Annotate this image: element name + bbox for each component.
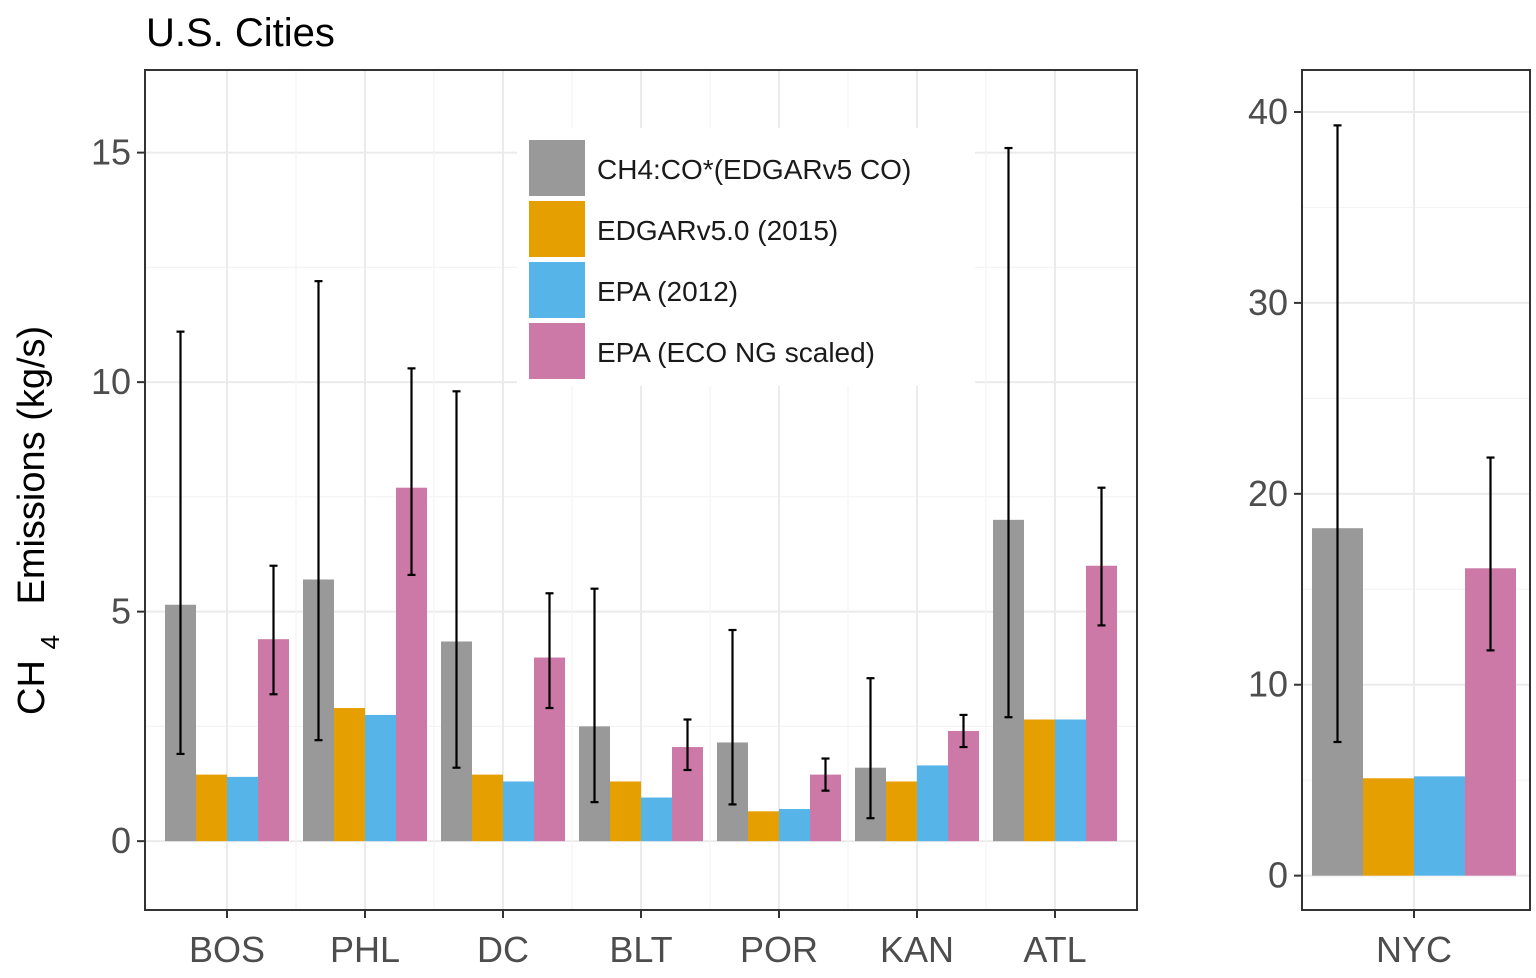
panel-nyc: 0 10 20 30 40 NYC xyxy=(1248,69,1531,970)
bar-phl-2 xyxy=(334,708,365,842)
legend-swatch xyxy=(529,201,585,257)
y-tick-label: 5 xyxy=(111,591,131,632)
bar-dc-2 xyxy=(472,774,503,842)
y-tick-label: 30 xyxy=(1248,282,1288,323)
error-bar-atl-4 xyxy=(1097,486,1106,627)
error-bar-dc-1 xyxy=(452,390,461,769)
bar-atl-2 xyxy=(1024,719,1055,842)
panel-border xyxy=(144,69,1138,911)
bar-atl-3 xyxy=(1055,719,1086,842)
bar-bos-2 xyxy=(196,774,227,842)
bar-blt-3 xyxy=(641,797,672,842)
x-tick-label-bos: BOS xyxy=(189,929,265,970)
error-bar-dc-4 xyxy=(545,592,554,710)
bar-nyc-3 xyxy=(1414,776,1465,876)
y-tick-label: 40 xyxy=(1248,91,1288,132)
x-tick-label-por: POR xyxy=(740,929,818,970)
y-tick-label: 0 xyxy=(111,820,131,861)
y-tick-label: 10 xyxy=(1248,664,1288,705)
error-bar-phl-4 xyxy=(407,367,416,577)
legend-background xyxy=(517,128,975,386)
error-bar-bos-4 xyxy=(269,564,278,696)
legend-label: EPA (2012) xyxy=(597,276,738,307)
y-axis-label-rest: Emissions (kg/s) xyxy=(11,326,53,605)
error-bar-nyc-1 xyxy=(1333,124,1342,744)
error-bar-por-1 xyxy=(728,628,737,806)
x-tick-label-phl: PHL xyxy=(330,929,400,970)
error-bar-kan-4 xyxy=(959,713,968,749)
legend-swatch xyxy=(529,140,585,196)
y-tick-label: 10 xyxy=(91,361,131,402)
bar-por-2 xyxy=(748,811,779,842)
legend-entry-4: EPA (ECO NG scaled) xyxy=(529,323,875,379)
bar-kan-2 xyxy=(886,781,917,842)
error-bar-bos-1 xyxy=(176,330,185,756)
legend-swatch xyxy=(529,323,585,379)
error-bar-blt-1 xyxy=(590,587,599,804)
bar-phl-3 xyxy=(365,714,396,842)
x-tick-label-blt: BLT xyxy=(609,929,672,970)
y-tick-label: 20 xyxy=(1248,473,1288,514)
y-tick-label: 15 xyxy=(91,132,131,173)
legend-label: EPA (ECO NG scaled) xyxy=(597,337,875,368)
error-bar-blt-4 xyxy=(683,718,692,772)
bar-dc-3 xyxy=(503,781,534,842)
error-bar-phl-1 xyxy=(314,280,323,742)
panel-border xyxy=(1301,69,1531,911)
legend-entry-3: EPA (2012) xyxy=(529,262,738,318)
error-bar-por-4 xyxy=(821,757,830,792)
chart-title: U.S. Cities xyxy=(146,11,335,55)
x-tick-label-nyc: NYC xyxy=(1376,929,1452,970)
error-bar-kan-1 xyxy=(866,677,875,820)
legend: CH4:CO*(EDGARv5 CO) EDGARv5.0 (2015) EPA (… xyxy=(517,128,975,386)
bar-kan-3 xyxy=(917,765,948,842)
x-tick-label-kan: KAN xyxy=(880,929,954,970)
y-axis-label: CH 4 Emissions (kg/s) xyxy=(11,326,65,715)
x-tick-label-dc: DC xyxy=(477,929,529,970)
legend-entry-1: CH4:CO*(EDGARv5 CO) xyxy=(529,140,911,196)
y-axis-label-main: CH xyxy=(11,660,53,715)
bar-por-3 xyxy=(779,809,810,842)
legend-label: EDGARv5.0 (2015) xyxy=(597,215,838,246)
bar-kan-4 xyxy=(948,730,979,842)
y-tick-label: 0 xyxy=(1268,855,1288,896)
bar-nyc-2 xyxy=(1363,778,1414,876)
legend-swatch xyxy=(529,262,585,318)
legend-entry-2: EDGARv5.0 (2015) xyxy=(529,201,838,257)
bar-bos-3 xyxy=(227,776,258,842)
legend-label: CH4:CO*(EDGARv5 CO) xyxy=(597,154,911,185)
x-tick-label-atl: ATL xyxy=(1023,929,1086,970)
error-bar-atl-1 xyxy=(1004,146,1013,719)
bar-blt-2 xyxy=(610,781,641,842)
error-bar-nyc-4 xyxy=(1486,456,1495,652)
y-axis-label-subscript: 4 xyxy=(35,635,65,649)
